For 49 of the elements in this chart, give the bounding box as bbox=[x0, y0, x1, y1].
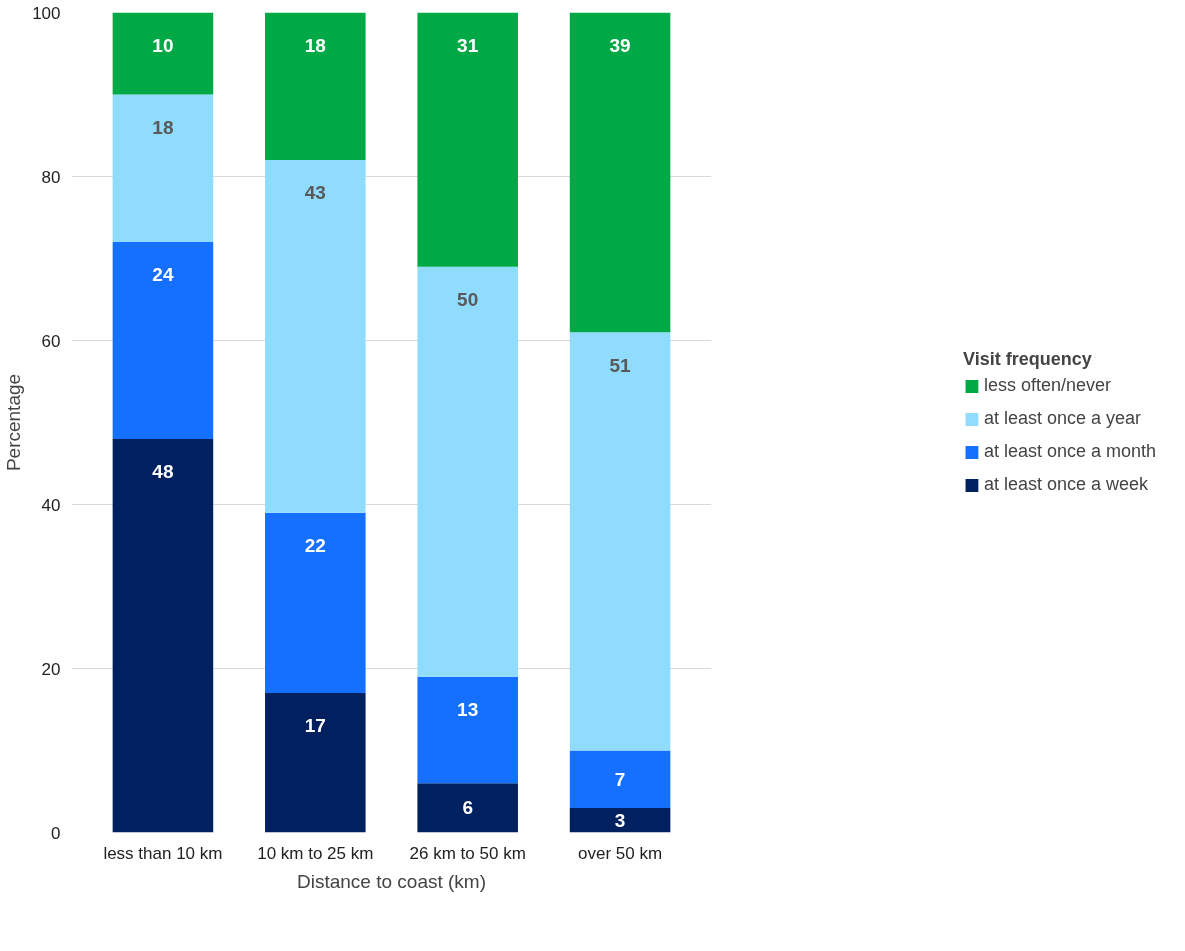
x-axis-title: Distance to coast (km) bbox=[297, 870, 486, 892]
bar bbox=[265, 12, 366, 161]
bar bbox=[417, 676, 518, 784]
data-label: 50 bbox=[457, 289, 479, 310]
data-label: 6 bbox=[462, 797, 473, 819]
bar bbox=[569, 807, 671, 833]
legend-label: at least once a week bbox=[983, 474, 1149, 495]
data-label: 24 bbox=[152, 264, 174, 286]
x-tick-label: 10 km to 25 km bbox=[257, 843, 374, 863]
legend-label: at least once a year bbox=[983, 408, 1142, 429]
data-label: 3 bbox=[614, 809, 626, 831]
data-label: 48 bbox=[152, 461, 174, 483]
bar bbox=[417, 12, 518, 267]
bar bbox=[112, 438, 214, 833]
data-label: 17 bbox=[304, 715, 326, 737]
data-label: 22 bbox=[304, 535, 326, 556]
data-label: 39 bbox=[609, 34, 631, 56]
bar bbox=[569, 12, 671, 333]
y-tick-label: 100 bbox=[32, 3, 61, 23]
y-tick-label: 20 bbox=[41, 659, 61, 679]
bar bbox=[417, 783, 518, 833]
legend-label: at least once a month bbox=[983, 441, 1157, 462]
bar bbox=[265, 512, 366, 694]
data-label: 31 bbox=[457, 34, 479, 56]
bar bbox=[417, 266, 518, 677]
x-tick-label: 26 km to 50 km bbox=[409, 843, 526, 863]
data-label: 18 bbox=[152, 116, 174, 138]
data-label: 13 bbox=[457, 699, 479, 720]
bar bbox=[112, 94, 214, 243]
bar bbox=[112, 242, 214, 439]
legend-label: less often/never bbox=[983, 375, 1112, 396]
y-tick-label: 80 bbox=[41, 167, 61, 187]
y-tick-label: 0 bbox=[51, 823, 61, 843]
bar bbox=[265, 160, 366, 513]
data-label: 18 bbox=[304, 34, 326, 56]
bar bbox=[265, 693, 366, 833]
data-label: 10 bbox=[152, 34, 174, 56]
x-tick-label: less than 10 km bbox=[103, 843, 223, 863]
bar bbox=[569, 750, 671, 808]
y-tick-label: 60 bbox=[41, 331, 61, 351]
legend-title: Visit frequency bbox=[962, 349, 1093, 370]
y-axis-title: Percentage bbox=[3, 373, 25, 472]
data-label: 43 bbox=[304, 182, 326, 204]
data-label: 51 bbox=[609, 354, 632, 376]
bar bbox=[569, 332, 671, 751]
y-tick-label: 40 bbox=[41, 495, 61, 515]
data-label: 7 bbox=[614, 768, 626, 790]
bar bbox=[112, 12, 214, 95]
x-tick-label: over 50 km bbox=[578, 843, 663, 863]
